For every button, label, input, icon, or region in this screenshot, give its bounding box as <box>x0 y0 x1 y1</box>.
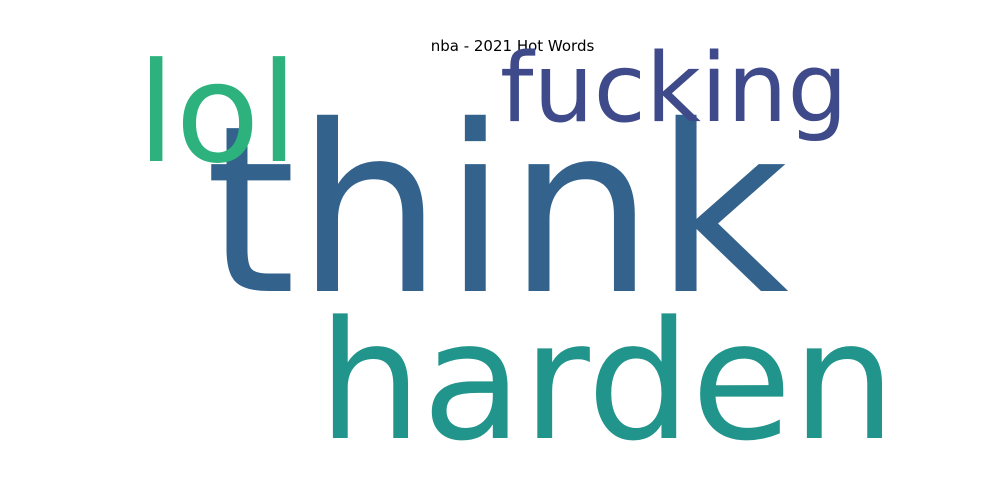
word-think: think <box>205 76 789 346</box>
word-lol: lol <box>137 33 299 194</box>
word-fucking: fucking <box>500 34 848 144</box>
word-harden: harden <box>318 286 896 477</box>
chart-title: nba - 2021 Hot Words <box>430 37 595 55</box>
